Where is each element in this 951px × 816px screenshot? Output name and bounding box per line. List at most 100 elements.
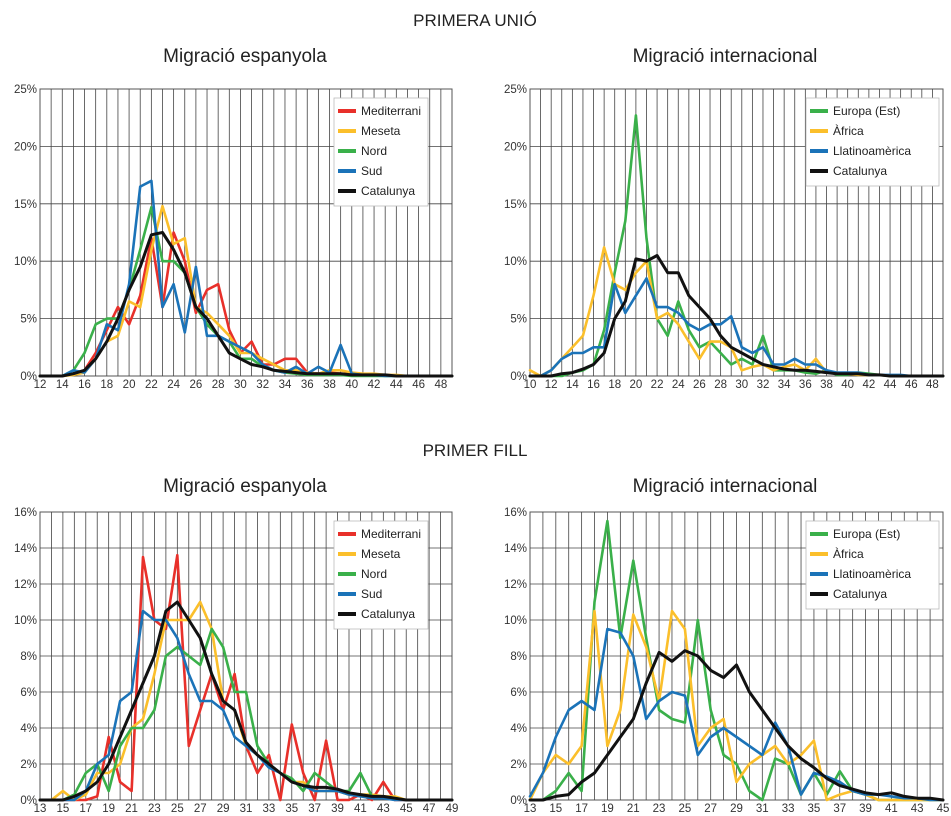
y-tick-label: 25%: [504, 84, 527, 96]
legend-label: Àfrica: [833, 546, 864, 561]
x-tick-label: 18: [608, 379, 621, 391]
x-tick-label: 24: [167, 379, 180, 391]
x-tick-label: 38: [323, 379, 336, 391]
y-tick-label: 8%: [510, 651, 527, 663]
x-tick-label: 23: [653, 803, 666, 815]
y-tick-label: 5%: [510, 314, 527, 326]
y-tick-label: 6%: [20, 687, 37, 699]
chart-title: Migració internacional: [633, 476, 818, 497]
y-tick-label: 20%: [14, 141, 37, 153]
y-tick-label: 8%: [20, 651, 37, 663]
x-tick-label: 22: [651, 379, 664, 391]
chart-panel-primer-fill-internacional: Migració internacional 0% 2% 4% 6% 8% 10% 12% 1…: [504, 476, 949, 815]
x-tick-label: 22: [145, 379, 158, 391]
x-tick-label: 45: [937, 803, 950, 815]
x-tick-label: 33: [262, 803, 275, 815]
section-title-primer-fill: PRIMER FILL: [423, 441, 528, 460]
x-tick-label: 46: [905, 379, 918, 391]
x-tick-label: 41: [885, 803, 898, 815]
x-tick-label: 38: [820, 379, 833, 391]
y-tick-label: 0%: [20, 795, 37, 807]
x-tick-label: 14: [56, 379, 69, 391]
legend-label: Catalunya: [361, 607, 415, 621]
legend-label: Catalunya: [833, 587, 887, 601]
x-tick-label: 34: [279, 379, 292, 391]
y-tick-label: 10%: [504, 256, 527, 268]
x-tick-label: 35: [808, 803, 821, 815]
chart-title: Migració internacional: [633, 46, 818, 67]
series-line-catalunya: [528, 254, 945, 378]
x-tick-label: 46: [412, 379, 425, 391]
legend-label: Europa (Est): [833, 527, 900, 541]
y-tick-label: 20%: [504, 141, 527, 153]
x-tick-label: 13: [524, 803, 537, 815]
y-tick-label: 10%: [14, 615, 37, 627]
y-tick-label: 15%: [14, 199, 37, 211]
legend-label: Nord: [361, 144, 387, 158]
series-line-sud: [38, 609, 454, 802]
x-tick-label: 37: [833, 803, 846, 815]
legend-label: Mediterrani: [361, 527, 421, 541]
x-tick-label: 42: [862, 379, 875, 391]
x-tick-label: 30: [234, 379, 247, 391]
x-tick-label: 10: [524, 379, 537, 391]
legend-label: Llatinoamèrica: [833, 567, 911, 581]
x-tick-label: 32: [757, 379, 770, 391]
x-tick-label: 25: [678, 803, 691, 815]
x-tick-label: 43: [911, 803, 924, 815]
x-tick-label: 12: [545, 379, 558, 391]
y-tick-label: 14%: [504, 543, 527, 555]
y-tick-label: 15%: [504, 199, 527, 211]
y-tick-label: 16%: [14, 507, 37, 519]
chart-panel-primer-fill-espanyola: Migració espanyola 0% 2% 4% 6% 8% 10% 12% 14% 16…: [14, 476, 458, 815]
x-tick-label: 29: [217, 803, 230, 815]
x-tick-label: 44: [390, 379, 403, 391]
x-tick-label: 28: [212, 379, 225, 391]
x-tick-label: 15: [56, 803, 69, 815]
x-tick-label: 21: [125, 803, 138, 815]
legend-label: Sud: [361, 164, 382, 178]
y-tick-label: 2%: [20, 759, 37, 771]
x-tick-label: 40: [345, 379, 358, 391]
legend-label: Meseta: [361, 547, 401, 561]
x-tick-label: 31: [240, 803, 253, 815]
chart-panel-primera-unio-internacional: Migració internacional 0% 5% 10% 15% 20% 25% 1…: [504, 46, 945, 391]
x-tick-label: 41: [354, 803, 367, 815]
y-tick-label: 4%: [20, 723, 37, 735]
y-tick-label: 6%: [510, 687, 527, 699]
x-tick-label: 42: [368, 379, 381, 391]
x-tick-label: 39: [331, 803, 344, 815]
y-tick-label: 2%: [510, 759, 527, 771]
x-tick-label: 27: [194, 803, 207, 815]
series-line-catalunya: [38, 231, 454, 378]
legend-label: Llatinoamèrica: [833, 144, 911, 158]
x-tick-label: 40: [841, 379, 854, 391]
x-tick-label: 14: [566, 379, 579, 391]
x-tick-label: 27: [704, 803, 717, 815]
y-tick-label: 14%: [14, 543, 37, 555]
x-tick-label: 36: [799, 379, 812, 391]
x-tick-label: 19: [102, 803, 115, 815]
y-tick-label: 5%: [20, 314, 37, 326]
x-tick-label: 48: [434, 379, 447, 391]
legend-label: Catalunya: [361, 184, 415, 198]
x-tick-label: 31: [756, 803, 769, 815]
chart-title: Migració espanyola: [163, 476, 327, 497]
y-tick-label: 10%: [504, 615, 527, 627]
x-tick-label: 13: [34, 803, 47, 815]
x-tick-label: 47: [423, 803, 436, 815]
series-line-catalunya: [528, 649, 945, 802]
legend-label: Àfrica: [833, 123, 864, 138]
x-tick-label: 17: [575, 803, 588, 815]
y-tick-label: 0%: [510, 795, 527, 807]
y-tick-label: 0%: [20, 371, 37, 383]
y-tick-label: 25%: [14, 84, 37, 96]
series-line-catalunya: [38, 600, 454, 802]
y-tick-label: 12%: [504, 579, 527, 591]
x-tick-label: 23: [148, 803, 161, 815]
x-tick-label: 26: [189, 379, 202, 391]
legend-label: Catalunya: [833, 164, 887, 178]
legend-label: Meseta: [361, 124, 401, 138]
x-tick-label: 37: [308, 803, 321, 815]
legend-box: [805, 520, 940, 610]
